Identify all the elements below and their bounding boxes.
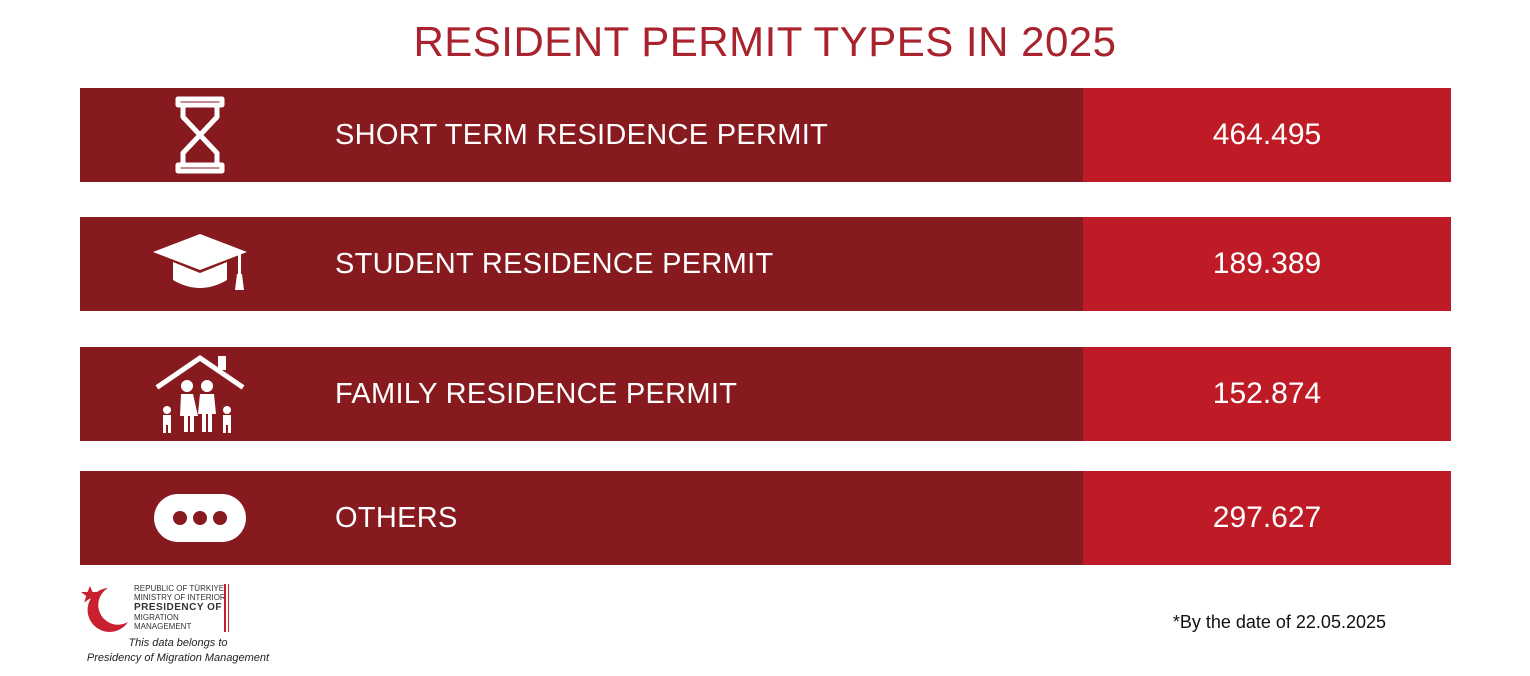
ellipsis-icon [140,471,260,565]
label-band [80,88,1083,182]
page-title: RESIDENT PERMIT TYPES IN 2025 [413,18,1117,65]
label-band [80,471,1083,565]
logo-divider [224,584,226,632]
table-row: OTHERS 297.627 [80,471,1451,565]
row-label: SHORT TERM RESIDENCE PERMIT [335,119,829,151]
logo-line: REPUBLIC OF TÜRKIYE [134,584,225,593]
hourglass-icon [140,88,260,182]
row-value: 189.389 [1212,247,1322,280]
row-value: 464.495 [1212,118,1322,151]
crescent-star-icon [81,586,128,632]
logo-line: MIGRATION MANAGEMENT [134,613,192,631]
logo-line: PRESIDENCY OF [134,602,222,613]
table-row: SHORT TERM RESIDENCE PERMIT 464.495 [80,88,1451,182]
label-band [80,217,1083,311]
value-band [1083,471,1451,565]
table-row: STUDENT RESIDENCE PERMIT 189.389 [80,217,1451,311]
row-label: STUDENT RESIDENCE PERMIT [335,248,774,280]
data-source-note: This data belongs to Presidency of Migra… [78,636,278,666]
organization-logo: REPUBLIC OF TÜRKIYE MINISTRY OF INTERIOR… [78,582,278,676]
note-line: Presidency of Migration Management [86,652,270,664]
row-value: 152.874 [1212,377,1322,410]
table-row: FAMILY RESIDENCE PERMIT 152.874 [80,347,1451,441]
value-band [1083,217,1451,311]
value-band [1083,347,1451,441]
logo-line: MINISTRY OF INTERIOR [134,593,226,602]
note-line: This data belongs to [128,637,228,649]
value-band [1083,88,1451,182]
row-value: 297.627 [1212,501,1322,534]
graduation-cap-icon [140,217,260,311]
date-footnote: *By the date of 22.05.2025 [1172,612,1386,632]
family-house-icon [140,347,260,441]
logo-divider [228,584,229,632]
label-band [80,347,1083,441]
row-label: FAMILY RESIDENCE PERMIT [335,378,738,410]
row-label: OTHERS [335,502,458,534]
